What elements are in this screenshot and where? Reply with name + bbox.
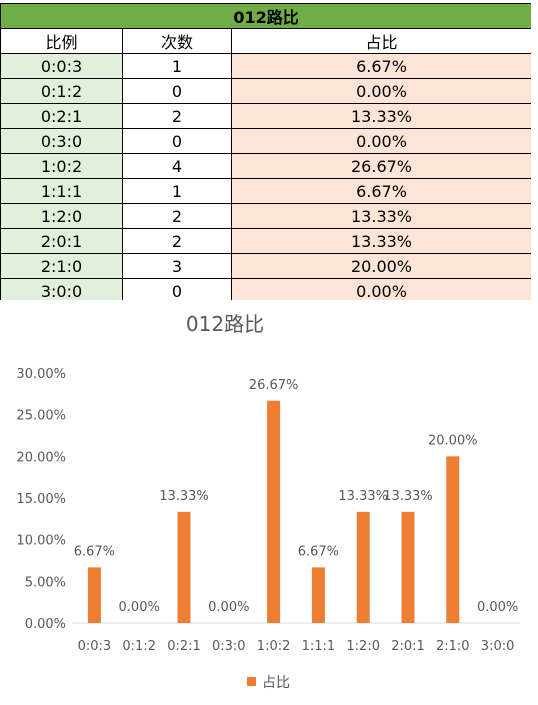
table-row: 0:1:2 0 0.00%	[0, 78, 533, 104]
ratio-cell[interactable]: 1:2:0	[0, 203, 123, 229]
bar	[356, 511, 370, 623]
table-row: 2:1:0 3 20.00%	[0, 253, 533, 279]
x-tick-label: 0:0:3	[78, 639, 112, 654]
count-cell[interactable]: 3	[122, 253, 232, 279]
ratio-cell[interactable]: 0:1:2	[0, 78, 123, 104]
table-row: 1:2:0 2 13.33%	[0, 203, 533, 229]
count-cell[interactable]: 0	[122, 128, 232, 154]
data-table: 012路比 比例 次数 占比 0:0:3 1 6.67% 0:1:2 0 0.00% 0:2…	[0, 3, 533, 304]
table-row: 1:1:1 1 6.67%	[0, 178, 533, 204]
pct-cell[interactable]: 13.33%	[230, 203, 533, 229]
sheet-right-gap	[531, 0, 538, 300]
x-tick-label: 0:2:1	[167, 639, 201, 654]
header-ratio-cell[interactable]: 比例	[0, 28, 123, 54]
table-row: 0:2:1 2 13.33%	[0, 103, 533, 129]
bar	[401, 511, 415, 623]
pct-cell[interactable]: 13.33%	[230, 103, 533, 129]
ratio-cell[interactable]: 1:0:2	[0, 153, 123, 179]
table-row: 1:0:2 4 26.67%	[0, 153, 533, 179]
ratio-cell[interactable]: 2:0:1	[0, 228, 123, 254]
pct-cell[interactable]: 0.00%	[230, 78, 533, 104]
pct-cell[interactable]: 6.67%	[230, 178, 533, 204]
count-cell[interactable]: 2	[122, 203, 232, 229]
pct-cell[interactable]: 26.67%	[230, 153, 533, 179]
y-tick-label: 10.00%	[16, 534, 66, 549]
ratio-cell[interactable]: 0:0:3	[0, 53, 123, 79]
count-cell[interactable]: 1	[122, 53, 232, 79]
table-title-cell[interactable]: 012路比	[0, 3, 533, 29]
x-tick-label: 3:0:0	[481, 639, 515, 654]
bar-chart[interactable]: 012路比 0.00% 5.00% 10.00% 15.00% 20.00% 25.00%…	[0, 300, 538, 705]
legend-label: 占比	[262, 675, 290, 691]
y-tick-label: 0.00%	[25, 617, 66, 632]
x-tick-label: 2:0:1	[391, 639, 425, 654]
bar	[446, 456, 460, 623]
y-tick-label: 20.00%	[16, 450, 66, 465]
x-tick-label: 1:2:0	[346, 639, 380, 654]
data-label: 0.00%	[477, 600, 518, 615]
count-cell[interactable]: 1	[122, 178, 232, 204]
count-cell[interactable]: 2	[122, 103, 232, 129]
y-tick-label: 15.00%	[16, 492, 66, 507]
count-cell[interactable]: 0	[122, 78, 232, 104]
data-label: 26.67%	[249, 378, 299, 393]
data-label: 13.33%	[338, 489, 388, 504]
data-label: 6.67%	[74, 544, 115, 559]
pct-cell[interactable]: 6.67%	[230, 53, 533, 79]
ratio-cell[interactable]: 1:1:1	[0, 178, 123, 204]
ratio-cell[interactable]: 0:2:1	[0, 103, 123, 129]
chart-title: 012路比	[185, 312, 265, 336]
spreadsheet: 012路比 比例 次数 占比 0:0:3 1 6.67% 0:1:2 0 0.00% 0:2…	[0, 0, 538, 304]
x-tick-label: 2:1:0	[436, 639, 470, 654]
table-row: 0:3:0 0 0.00%	[0, 128, 533, 154]
ratio-cell[interactable]: 0:3:0	[0, 128, 123, 154]
y-tick-label: 25.00%	[16, 409, 66, 424]
data-label: 0.00%	[208, 600, 249, 615]
x-tick-label: 1:0:2	[257, 639, 291, 654]
bar	[87, 567, 101, 623]
x-tick-label: 0:3:0	[212, 639, 246, 654]
table-row: 2:0:1 2 13.33%	[0, 228, 533, 254]
header-pct-cell[interactable]: 占比	[230, 28, 533, 54]
x-tick-label: 1:1:1	[302, 639, 336, 654]
table-row: 0:0:3 1 6.67%	[0, 53, 533, 79]
y-tick-label: 5.00%	[25, 575, 66, 590]
bar	[177, 511, 191, 623]
bar	[311, 567, 325, 623]
data-label: 6.67%	[298, 544, 339, 559]
header-count-cell[interactable]: 次数	[122, 28, 232, 54]
data-label: 20.00%	[428, 433, 478, 448]
pct-cell[interactable]: 0.00%	[230, 128, 533, 154]
x-tick-label: 0:1:2	[122, 639, 156, 654]
count-cell[interactable]: 2	[122, 228, 232, 254]
chart-canvas: 0.00% 5.00% 10.00% 15.00% 20.00% 25.00% 30.00%…	[16, 367, 520, 691]
y-tick-label: 30.00%	[16, 367, 66, 382]
data-label: 0.00%	[119, 600, 160, 615]
pct-cell[interactable]: 13.33%	[230, 228, 533, 254]
count-cell[interactable]: 4	[122, 153, 232, 179]
data-label: 13.33%	[383, 489, 433, 504]
legend-swatch	[247, 677, 256, 686]
ratio-cell[interactable]: 3:0:0	[0, 278, 123, 304]
pct-cell[interactable]: 20.00%	[230, 253, 533, 279]
bar	[267, 400, 281, 623]
ratio-cell[interactable]: 2:1:0	[0, 253, 123, 279]
data-label: 13.33%	[159, 489, 209, 504]
